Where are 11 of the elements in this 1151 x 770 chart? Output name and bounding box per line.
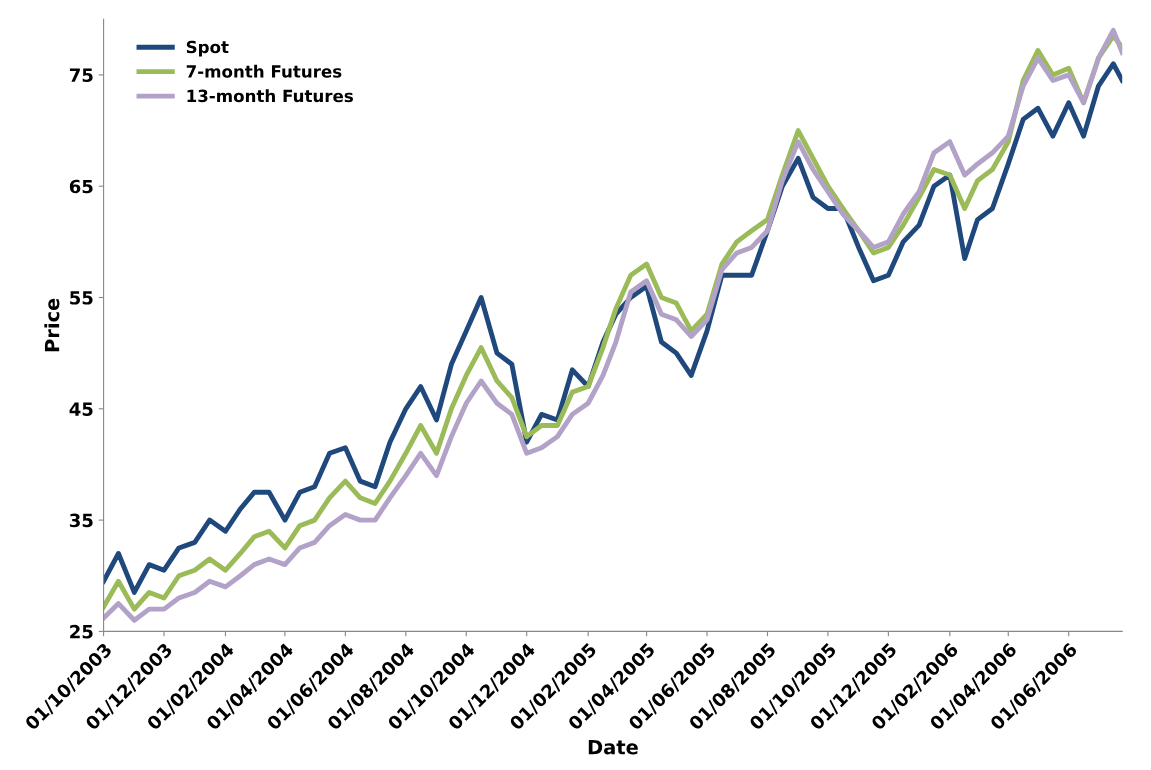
- legend-label: 13-month Futures: [187, 89, 353, 103]
- y-tick-label: 65: [69, 179, 93, 194]
- y-tick-label: 35: [69, 513, 93, 528]
- legend-label: Spot: [186, 40, 229, 57]
- y-tick-label: 45: [69, 402, 93, 416]
- x-axis-title: Date: [588, 740, 638, 755]
- legend-label: 7-month Futures: [186, 64, 342, 78]
- y-axis-title: Price: [44, 298, 60, 352]
- y-tick-label: 75: [69, 68, 93, 83]
- y-tick-label: 25: [70, 624, 93, 639]
- y-tick-label: 55: [70, 291, 93, 305]
